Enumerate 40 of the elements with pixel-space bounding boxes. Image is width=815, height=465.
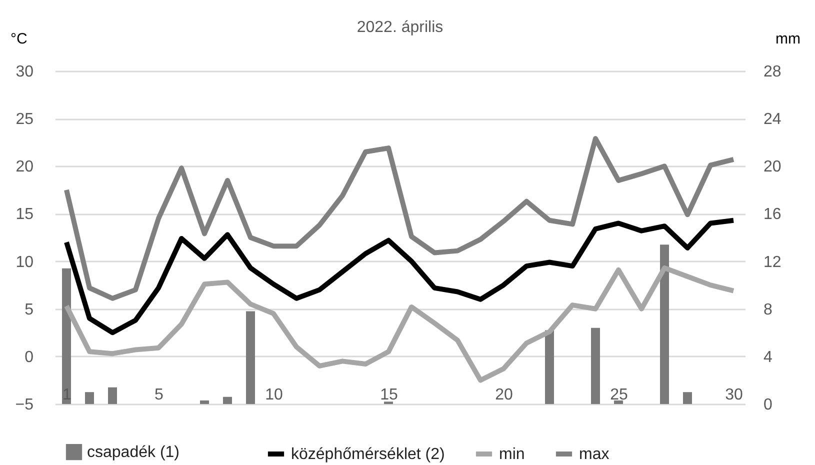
y2-tick-label: 4: [764, 348, 772, 366]
y2-tick-label: 28: [764, 64, 782, 80]
y2-tick-label: 12: [764, 254, 782, 271]
legend-label: min: [499, 446, 525, 463]
y-tick-label: 0: [24, 348, 34, 366]
y2-tick-label: 20: [764, 158, 782, 176]
x-tick-label: 30: [725, 386, 743, 404]
y2-axis-title: mm: [776, 30, 800, 48]
bar: [614, 400, 623, 404]
y-tick-label: 15: [16, 206, 34, 224]
x-tick-label: 5: [154, 386, 164, 404]
chart-title: 2022. április: [356, 19, 444, 36]
legend-label: max: [579, 446, 610, 463]
y2-tick-label: 8: [764, 301, 772, 318]
y-tick-label: 25: [16, 111, 34, 128]
y2-tick-label: 0: [764, 396, 772, 414]
bar: [85, 392, 94, 404]
legend-label: csapadék (1): [87, 444, 180, 461]
bar: [545, 330, 554, 404]
legend-label: középhőmérséklet (2): [291, 446, 445, 463]
bar: [591, 328, 600, 404]
y2-tick-label: 16: [764, 206, 782, 224]
bar: [683, 392, 692, 404]
y2-tick-label: 24: [764, 111, 782, 128]
bar: [660, 244, 669, 404]
y-axis-title: °C: [10, 30, 28, 48]
y-tick-label: 5: [24, 301, 34, 318]
x-tick-label: 25: [610, 386, 628, 404]
bar: [223, 396, 232, 404]
y-tick-label: 10: [16, 254, 34, 271]
y-tick-label: 20: [16, 158, 34, 176]
bar: [200, 400, 209, 404]
y-tick-label: 30: [16, 64, 34, 80]
bar: [246, 311, 255, 404]
x-tick-label: 10: [265, 386, 283, 404]
y-tick-label: −5: [15, 396, 34, 414]
bar: [62, 268, 71, 404]
bar: [108, 387, 117, 404]
x-tick-label: 20: [495, 386, 513, 404]
x-tick-label: 15: [380, 386, 398, 404]
